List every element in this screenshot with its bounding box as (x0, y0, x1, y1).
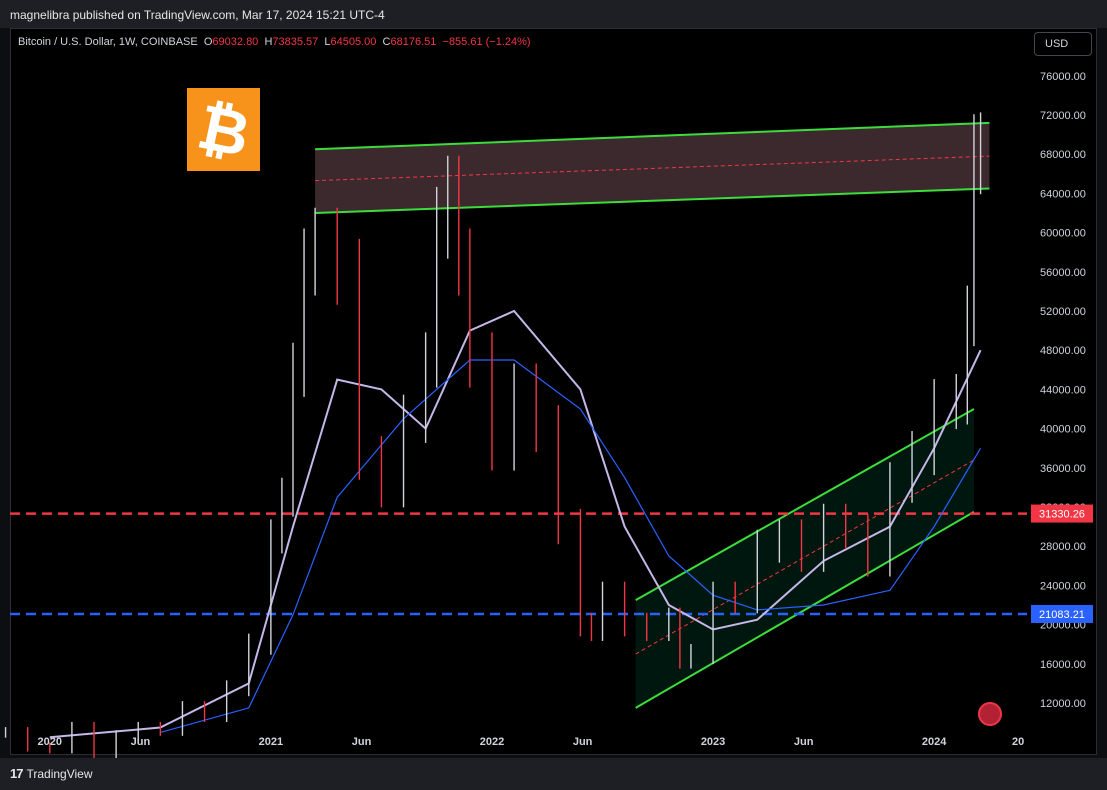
x-tick-label: Jun (131, 736, 151, 748)
x-tick-label: 2024 (922, 736, 947, 748)
level-label-box (1031, 604, 1093, 623)
y-tick-label: 68000.00 (1040, 149, 1086, 161)
low-value: 64505.00 (330, 36, 377, 48)
channel-mid-line (635, 459, 975, 655)
channel-upper-line (635, 408, 975, 601)
moving-average-line (160, 359, 982, 733)
x-tick-label: 2020 (38, 736, 62, 748)
y-tick-label: 24000.00 (1040, 580, 1086, 592)
x-tick-label: Jun (794, 736, 814, 748)
y-tick-label: 12000.00 (1040, 698, 1086, 710)
x-tick-label: 2022 (480, 736, 504, 748)
y-tick-label: 28000.00 (1040, 541, 1086, 553)
x-tick-label: Jun (352, 736, 372, 748)
top-bar: magnelibra published on TradingView.com,… (0, 0, 1107, 28)
us-flag-icon[interactable] (978, 702, 1002, 726)
y-tick-label: 76000.00 (1040, 71, 1086, 83)
channel-mid-line (315, 155, 990, 182)
high-label: H (264, 36, 273, 48)
y-tick-label: 52000.00 (1040, 306, 1086, 318)
tradingview-logo-icon: 17 (10, 766, 24, 781)
level-label-box (1031, 504, 1093, 523)
currency-button[interactable]: USD (1034, 32, 1092, 56)
symbol-title: Bitcoin / U.S. Dollar, 1W, COINBASE (18, 36, 198, 48)
moving-average-line (49, 309, 982, 739)
channel-fill (635, 409, 974, 708)
high-value: 73835.57 (272, 36, 319, 48)
publisher-line: magnelibra published on TradingView.com,… (10, 8, 385, 22)
y-tick-label: 16000.00 (1040, 659, 1086, 671)
open-value: 69032.80 (212, 36, 259, 48)
y-tick-label: 72000.00 (1040, 110, 1086, 122)
channel-lower-line (315, 187, 990, 214)
y-tick-label: 40000.00 (1040, 424, 1086, 436)
x-tick-label: 2023 (701, 736, 725, 748)
y-tick-label: 48000.00 (1040, 345, 1086, 357)
x-tick-label: 20 (1012, 736, 1024, 748)
y-tick-label: 56000.00 (1040, 267, 1086, 279)
tradingview-brand[interactable]: 17 TradingView (10, 766, 93, 781)
channel-lower-line (635, 511, 975, 709)
tradingview-label: TradingView (26, 766, 93, 781)
level-label: 31330.26 (1039, 509, 1085, 521)
close-label: C (382, 36, 391, 48)
y-tick-label: 44000.00 (1040, 384, 1086, 396)
channel-upper-line (315, 121, 990, 151)
symbol-legend: Bitcoin / U.S. Dollar, 1W, COINBASE O690… (18, 36, 531, 48)
y-tick-label: 36000.00 (1040, 463, 1086, 475)
y-tick-label: 60000.00 (1040, 228, 1086, 240)
close-value: 68176.51 (390, 36, 437, 48)
y-tick-label: 64000.00 (1040, 188, 1086, 200)
low-label: L (324, 36, 331, 48)
x-tick-label: 2021 (259, 736, 283, 748)
bitcoin-logo-icon: ₿ (187, 88, 260, 171)
change-value: −855.61 (−1.24%) (442, 36, 531, 48)
footer: 17 TradingView (0, 758, 1107, 790)
level-label: 21083.21 (1039, 609, 1085, 621)
x-tick-label: Jun (573, 736, 593, 748)
open-label: O (203, 36, 213, 48)
